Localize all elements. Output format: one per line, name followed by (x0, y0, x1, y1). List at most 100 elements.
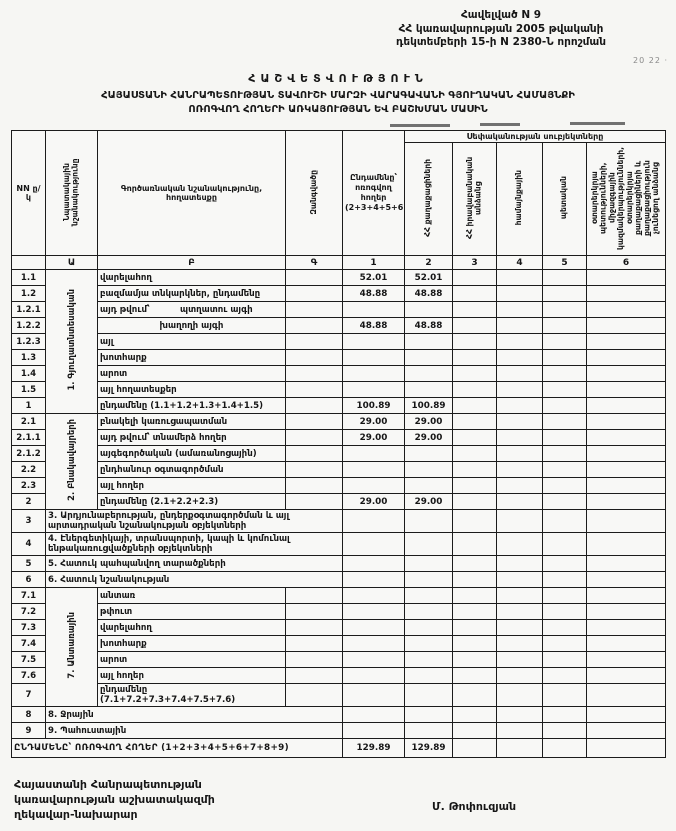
annex-line: Հավելված N 9 (460, 9, 542, 21)
value-cell (452, 317, 497, 334)
value-cell (542, 587, 587, 604)
grand-total-label: ԸՆԴԱՄԵՆԸ՝ ՈՌՈԳՎՈՂ ՀՈՂԵՐ (1+2+3+4+5+6+7+8… (11, 738, 343, 758)
row-number: 1.4 (11, 365, 46, 382)
section-label: 2. Բնակավայրերի (45, 413, 98, 510)
row-number: 3 (11, 509, 46, 533)
table-row: 1.4 արոտ (11, 365, 667, 382)
row-description: խոտհարք (97, 635, 286, 652)
col-head-owner-6: օտարերկրյա պետությունների, միջազգային կա… (585, 142, 667, 256)
col-head-owner-2-label: ՀՀ քաղաքացիների (423, 159, 433, 237)
row-description: այլ (97, 333, 286, 350)
col-head-nn: NN ը/կ (11, 130, 46, 256)
row-number: 7.6 (11, 667, 46, 684)
value-cell (404, 509, 453, 533)
value-cell (342, 477, 405, 494)
value-cell (404, 532, 453, 556)
value-cell (342, 555, 405, 572)
col-head-owner-4: համայնքային (496, 142, 543, 256)
value-cell (452, 397, 497, 414)
table-row: 1.2 բազմամյա տնկարկներ, ընդամենը 48.88 48.8… (11, 285, 667, 302)
value-cell (452, 706, 497, 723)
index-cell: 3 (452, 255, 497, 270)
value-cell (542, 532, 587, 556)
row-description: վարելահող (97, 619, 286, 636)
massif-cell (285, 493, 343, 510)
value-cell (585, 493, 667, 510)
value-cell (585, 445, 667, 462)
value-cell (404, 365, 453, 382)
value-cell: 29.00 (404, 493, 453, 510)
value-cell (585, 429, 667, 446)
value-cell (542, 477, 587, 494)
row-description: այլ հողատեսքեր (97, 381, 286, 398)
value-cell (585, 651, 667, 668)
grand-total-value: 129.89 (404, 738, 453, 758)
grand-total-value: 129.89 (342, 738, 405, 758)
row-number: 1 (11, 397, 46, 414)
value-cell (452, 461, 497, 478)
value-cell (452, 493, 497, 510)
row-number: 2.1 (11, 413, 46, 430)
massif-cell (285, 349, 343, 366)
value-cell (404, 349, 453, 366)
value-cell (404, 635, 453, 652)
table-row: 5 5. Հատուկ պահպանվող տարածքների (11, 555, 667, 572)
value-cell (496, 509, 543, 533)
row-number: 1.5 (11, 381, 46, 398)
report-subtitle-line2: ՈՌՈԳՎՈՂ ՀՈՂԵՐԻ ԱՌԿԱՅՈՒԹՅԱՆ ԵՎ ԲԱՇԽՄԱՆ ՄԱ… (188, 104, 488, 115)
report-subtitle-line1: ՀԱՅԱՍՏԱՆԻ ՀԱՆՐԱՊԵՏՈՒԹՅԱՆ ՏԱՎՈՒՇԻ ՄԱՐԶԻ Վ… (101, 90, 575, 101)
value-cell (404, 587, 453, 604)
value-cell (452, 683, 497, 707)
value-cell: 29.00 (342, 413, 405, 430)
value-cell (542, 706, 587, 723)
value-cell (342, 333, 405, 350)
col-head-owner-5: պետական (542, 142, 587, 256)
grand-total-value (542, 738, 587, 758)
value-cell (585, 587, 667, 604)
col-head-total: Ընդամենը՝ ոռոգվող հողեր (2+3+4+5+6) (342, 130, 405, 256)
value-cell (342, 587, 405, 604)
value-cell (542, 603, 587, 620)
value-cell (496, 555, 543, 572)
table-row: 2.2 ընդհանուր օգտագործման (11, 461, 667, 478)
value-cell (585, 381, 667, 398)
table-row: 3 3. Արդյունաբերության, ընդերքօգտագործման… (11, 509, 667, 533)
row-description: արոտ (97, 651, 286, 668)
value-cell (585, 461, 667, 478)
value-cell (496, 683, 543, 707)
index-cell: Գ (285, 255, 343, 270)
value-cell (404, 445, 453, 462)
col-head-owner-3-label: ՀՀ իրավաբանական անձանց (464, 156, 483, 240)
row-number: 1.2.3 (11, 333, 46, 350)
value-cell (404, 571, 453, 588)
value-cell (585, 285, 667, 302)
col-head-owner-4-label: համայնքային (514, 170, 524, 226)
value-cell (496, 722, 543, 739)
value-cell (452, 532, 497, 556)
value-cell (496, 461, 543, 478)
table-row: 8 8. Ջրային (11, 706, 667, 723)
value-cell (542, 619, 587, 636)
value-cell (496, 635, 543, 652)
value-cell (496, 317, 543, 334)
description-split: այդ թվում՝ պտղատու այգի (100, 305, 283, 315)
annex-line: ՀՀ կառավարության 2005 թվականի (398, 22, 604, 35)
value-cell (496, 333, 543, 350)
value-cell (404, 651, 453, 668)
table-row: 9 9. Պահուստային (11, 722, 667, 739)
value-cell (404, 333, 453, 350)
report-table: NN ը/կ Նպատակային նշանակությունը Գործառնակ… (11, 130, 667, 758)
value-cell (404, 555, 453, 572)
row-number: 9 (11, 722, 46, 739)
massif-cell (285, 667, 343, 684)
index-cell: 4 (496, 255, 543, 270)
value-cell (542, 349, 587, 366)
row-description: ընդամենը (7.1+7.2+7.3+7.4+7.5+7.6) (97, 683, 286, 707)
row-number: 5 (11, 555, 46, 572)
massif-cell (285, 635, 343, 652)
value-cell (496, 429, 543, 446)
report-subtitle: ՀԱՅԱՍՏԱՆԻ ՀԱՆՐԱՊԵՏՈՒԹՅԱՆ ՏԱՎՈՒՇԻ ՄԱՐԶԻ Վ… (0, 89, 676, 117)
value-cell (585, 333, 667, 350)
row-description: ընդհանուր օգտագործման (97, 461, 286, 478)
